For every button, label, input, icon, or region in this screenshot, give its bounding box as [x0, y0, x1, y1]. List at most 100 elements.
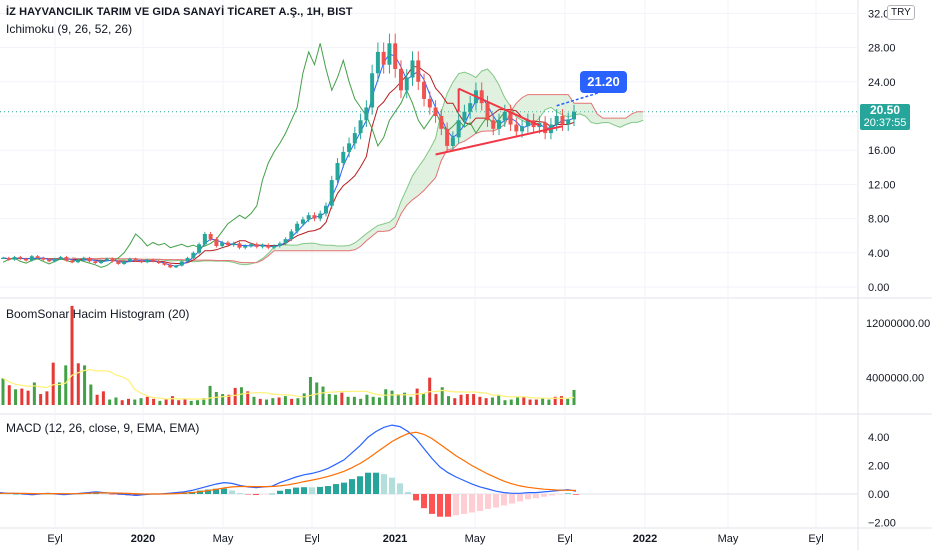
candle-body: [93, 261, 98, 264]
macd-histogram-bar: [437, 494, 443, 517]
macd-histogram-bar: [357, 476, 363, 494]
candle-body: [358, 120, 363, 134]
candle-body: [352, 133, 357, 144]
macd-line: [0, 424, 577, 497]
candle-body: [283, 239, 288, 244]
macd-histogram-bar: [341, 482, 347, 494]
macd-tick-label: 0.00: [868, 489, 889, 501]
x-tick-label: 2022: [633, 533, 657, 545]
macd-histogram-bar: [461, 494, 467, 514]
volume-bar: [478, 396, 482, 405]
candle-body: [491, 120, 496, 129]
candle-body: [150, 259, 155, 262]
price-tick-label: 4.00: [868, 248, 889, 260]
volume-bar: [365, 394, 369, 405]
candle-body: [445, 128, 450, 146]
candle-body: [341, 151, 346, 164]
volume-bar: [26, 390, 30, 405]
candle-body: [312, 215, 317, 219]
candle-body: [306, 215, 311, 220]
volume-bar: [7, 385, 11, 405]
volume-bar: [208, 385, 212, 405]
volume-bar: [170, 396, 174, 405]
macd-histogram-bar: [285, 489, 291, 494]
bar-countdown: 20:37:55: [863, 117, 907, 129]
price-tick-label: 28.00: [868, 43, 896, 55]
candle-body: [543, 122, 548, 134]
macd-histogram-bar: [93, 493, 99, 494]
candle-body: [468, 103, 473, 112]
candle-body: [485, 103, 490, 121]
macd-histogram-bar: [485, 494, 491, 509]
volume-bar: [509, 399, 513, 405]
price-callout[interactable]: 21.20: [580, 71, 627, 93]
volume-bar: [377, 397, 381, 405]
candle-body: [29, 256, 34, 261]
candle-body: [220, 242, 225, 246]
volume-bar: [108, 399, 112, 405]
volume-bar: [541, 398, 545, 405]
macd-pane: [0, 424, 858, 517]
x-tick-label: Eyl: [808, 533, 823, 545]
candle-body: [12, 257, 17, 260]
candle-body: [110, 258, 115, 262]
macd-histogram-bar: [413, 494, 419, 501]
candle-body: [416, 60, 421, 82]
candle-body: [1, 257, 5, 259]
macd-histogram-bar: [549, 494, 555, 496]
price-tick-label: 0.00: [868, 282, 889, 294]
last-price-badge: 20.50 20:37:55: [860, 104, 910, 130]
ichimoku-cloud: [72, 68, 644, 266]
volume-tick-label: 4000000.00: [866, 373, 924, 385]
volume-bar: [409, 396, 413, 405]
macd-histogram-bar: [541, 494, 547, 497]
macd-histogram-bar: [301, 487, 307, 494]
volume-ma-line: [2, 369, 575, 400]
senkou-span-b: [72, 94, 644, 264]
candle-body: [329, 180, 334, 206]
candle-body: [185, 257, 190, 262]
volume-bar: [120, 400, 124, 405]
candle-body: [75, 259, 80, 263]
candle-body: [127, 258, 132, 262]
volume-tick-label: 12000000.00: [866, 318, 930, 330]
volume-bar: [553, 396, 557, 405]
volume-bar: [221, 394, 225, 405]
cloud-fill: [72, 69, 644, 265]
chikou-line: [2, 43, 506, 268]
candle-body: [479, 90, 484, 104]
volume-bar: [459, 394, 463, 405]
candle-body: [514, 124, 519, 132]
candle-body: [404, 77, 409, 91]
volume-bar: [384, 389, 388, 405]
volume-bar: [189, 400, 193, 405]
volume-bar: [440, 387, 444, 405]
candle-body: [566, 119, 571, 125]
price-tick-label: 12.00: [868, 179, 896, 191]
candle-body: [450, 137, 455, 146]
candle-body: [168, 264, 173, 268]
ichimoku-label[interactable]: Ichimoku (9, 26, 52, 26): [6, 22, 133, 36]
macd-label[interactable]: MACD (12, 26, close, 9, EMA, EMA): [6, 421, 200, 435]
candle-body: [364, 107, 369, 121]
candle-body: [64, 257, 69, 261]
currency-badge[interactable]: TRY: [887, 5, 915, 20]
candle-body: [35, 256, 40, 258]
macd-histogram-bar: [333, 484, 339, 494]
volume-bar: [371, 396, 375, 405]
x-tick-label: Eyl: [557, 533, 572, 545]
candle-body: [260, 245, 265, 247]
candle-body: [560, 116, 565, 125]
x-tick-label: May: [718, 533, 739, 545]
candle-body: [58, 257, 63, 259]
volume-bar: [76, 363, 80, 405]
candles: [1, 33, 576, 269]
candle-body: [525, 120, 530, 127]
candle-body: [52, 258, 57, 262]
volume-indicator-label[interactable]: BoomSonar Hacim Histogram (20): [6, 307, 190, 321]
volume-bar: [89, 384, 93, 405]
volume-bar: [522, 396, 526, 405]
candle-body: [387, 43, 392, 65]
candle-body: [162, 263, 167, 265]
volume-bar: [265, 399, 269, 405]
